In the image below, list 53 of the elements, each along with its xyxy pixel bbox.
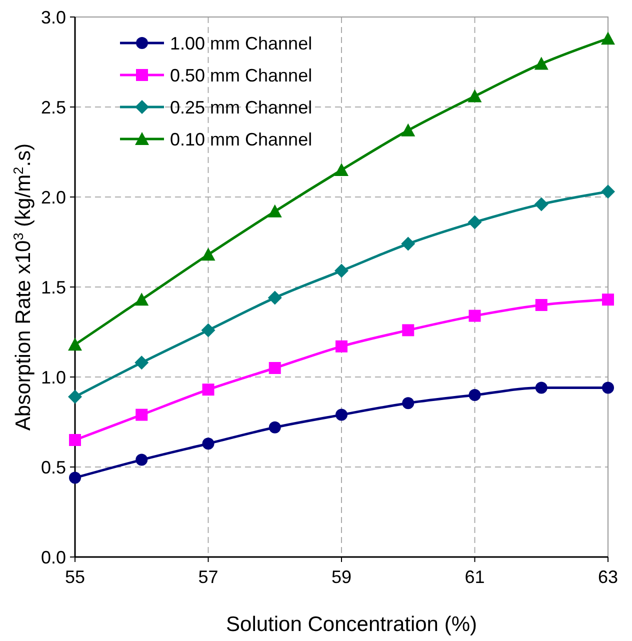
x-tick-label: 59 <box>331 567 352 587</box>
point <box>202 438 214 450</box>
point <box>601 32 615 45</box>
point <box>534 197 548 212</box>
point <box>402 397 414 410</box>
point <box>336 408 348 421</box>
point <box>468 389 481 401</box>
x-tick-label: 61 <box>464 567 485 587</box>
point <box>201 323 216 338</box>
point <box>402 324 414 336</box>
x-tick-label: 63 <box>598 567 618 587</box>
point <box>268 362 281 374</box>
point <box>468 310 481 322</box>
point <box>268 204 282 218</box>
point <box>69 434 81 446</box>
y-tick-label: 2.0 <box>40 187 66 208</box>
point <box>602 382 614 394</box>
y-tick-label: 0.0 <box>40 547 66 568</box>
point <box>268 421 281 434</box>
point <box>202 384 214 396</box>
point <box>334 264 348 278</box>
point <box>535 382 548 394</box>
x-axis-title: Solution Concentration (%) <box>226 613 477 636</box>
point <box>68 338 82 351</box>
point <box>134 356 149 370</box>
point <box>602 294 614 306</box>
point <box>468 215 482 230</box>
point <box>535 299 548 311</box>
point <box>334 163 348 176</box>
legend-label: 1.00 mm Channel <box>170 33 312 54</box>
point <box>136 408 148 421</box>
point <box>534 56 548 70</box>
point <box>68 390 82 404</box>
point <box>401 123 416 136</box>
point <box>134 292 149 306</box>
point <box>69 472 81 484</box>
legend-label: 0.10 mm Channel <box>170 129 312 150</box>
point <box>468 89 482 102</box>
legend-label: 0.50 mm Channel <box>170 65 312 86</box>
x-tick-label: 55 <box>64 567 86 587</box>
point <box>268 290 282 305</box>
point <box>201 248 216 261</box>
point <box>336 340 348 352</box>
point <box>136 454 148 466</box>
y-tick-label: 1.5 <box>40 277 66 298</box>
x-tick-label: 57 <box>198 567 218 587</box>
y-tick-label: 0.5 <box>40 457 66 478</box>
y-tick-label: 3.0 <box>40 7 66 28</box>
y-tick-label: 1.0 <box>40 367 66 388</box>
point <box>601 184 615 199</box>
y-tick-label: 2.5 <box>40 97 66 118</box>
point <box>401 236 416 251</box>
legend-label: 0.25 mm Channel <box>170 97 312 118</box>
